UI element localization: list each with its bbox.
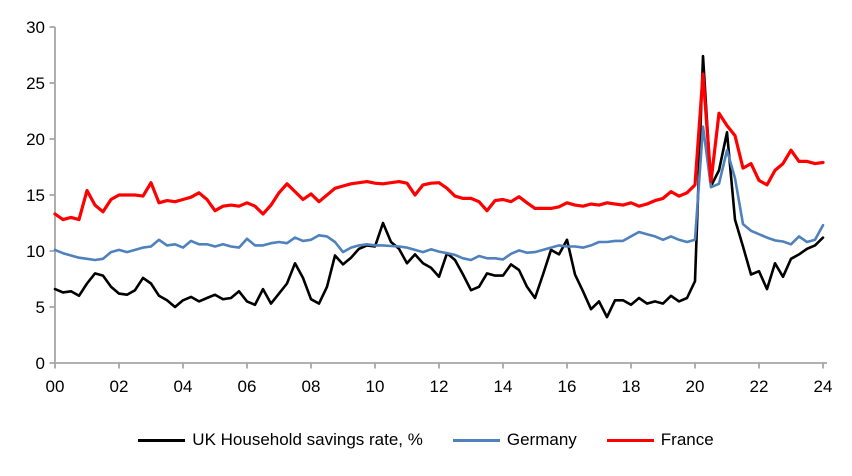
y-tick-label: 20 xyxy=(26,130,45,149)
y-axis-ticks: 0 5 10 15 20 25 30 xyxy=(26,18,55,373)
series-line-france xyxy=(53,72,825,222)
x-axis-ticks: 00 02 04 06 08 10 12 14 16 18 20 22 24 xyxy=(46,363,833,396)
x-tick-label: 22 xyxy=(750,377,769,396)
legend-item-france: France xyxy=(606,430,714,450)
legend-label-uk-household-savings-rate: UK Household savings rate, % xyxy=(192,430,423,449)
x-tick-label: 24 xyxy=(814,377,833,396)
y-tick-label: 15 xyxy=(26,186,45,205)
series-line-germany xyxy=(53,125,825,262)
x-tick-label: 16 xyxy=(558,377,577,396)
x-tick-label: 02 xyxy=(110,377,129,396)
x-tick-label: 08 xyxy=(302,377,321,396)
y-tick-label: 5 xyxy=(36,298,45,317)
y-tick-label: 30 xyxy=(26,18,45,37)
legend-label-france: France xyxy=(660,430,714,449)
chart-legend: UK Household savings rate, % Germany Franc… xyxy=(0,430,852,450)
y-tick-label: 0 xyxy=(36,354,45,373)
y-tick-label: 10 xyxy=(26,242,45,261)
x-tick-label: 20 xyxy=(686,377,705,396)
series-lines xyxy=(53,54,825,319)
y-tick-label: 25 xyxy=(26,74,45,93)
legend-swatch-germany xyxy=(452,438,500,442)
legend-item-uk-household-savings-rate: UK Household savings rate, % xyxy=(138,430,423,450)
legend-item-germany: Germany xyxy=(452,430,577,450)
x-tick-label: 18 xyxy=(622,377,641,396)
series-line-uk-household-savings-rate xyxy=(53,54,825,319)
x-tick-label: 10 xyxy=(366,377,385,396)
x-tick-label: 06 xyxy=(238,377,257,396)
x-tick-label: 14 xyxy=(494,377,513,396)
x-tick-label: 00 xyxy=(46,377,65,396)
x-tick-label: 12 xyxy=(430,377,449,396)
legend-swatch-uk-household-savings-rate xyxy=(138,438,186,442)
legend-swatch-france xyxy=(606,438,654,442)
x-tick-label: 04 xyxy=(174,377,193,396)
legend-label-germany: Germany xyxy=(506,430,577,449)
chart-plot-area: 0 5 10 15 20 25 30 00 02 04 06 08 10 12 14 16 18 20 22 24 xyxy=(26,18,833,396)
